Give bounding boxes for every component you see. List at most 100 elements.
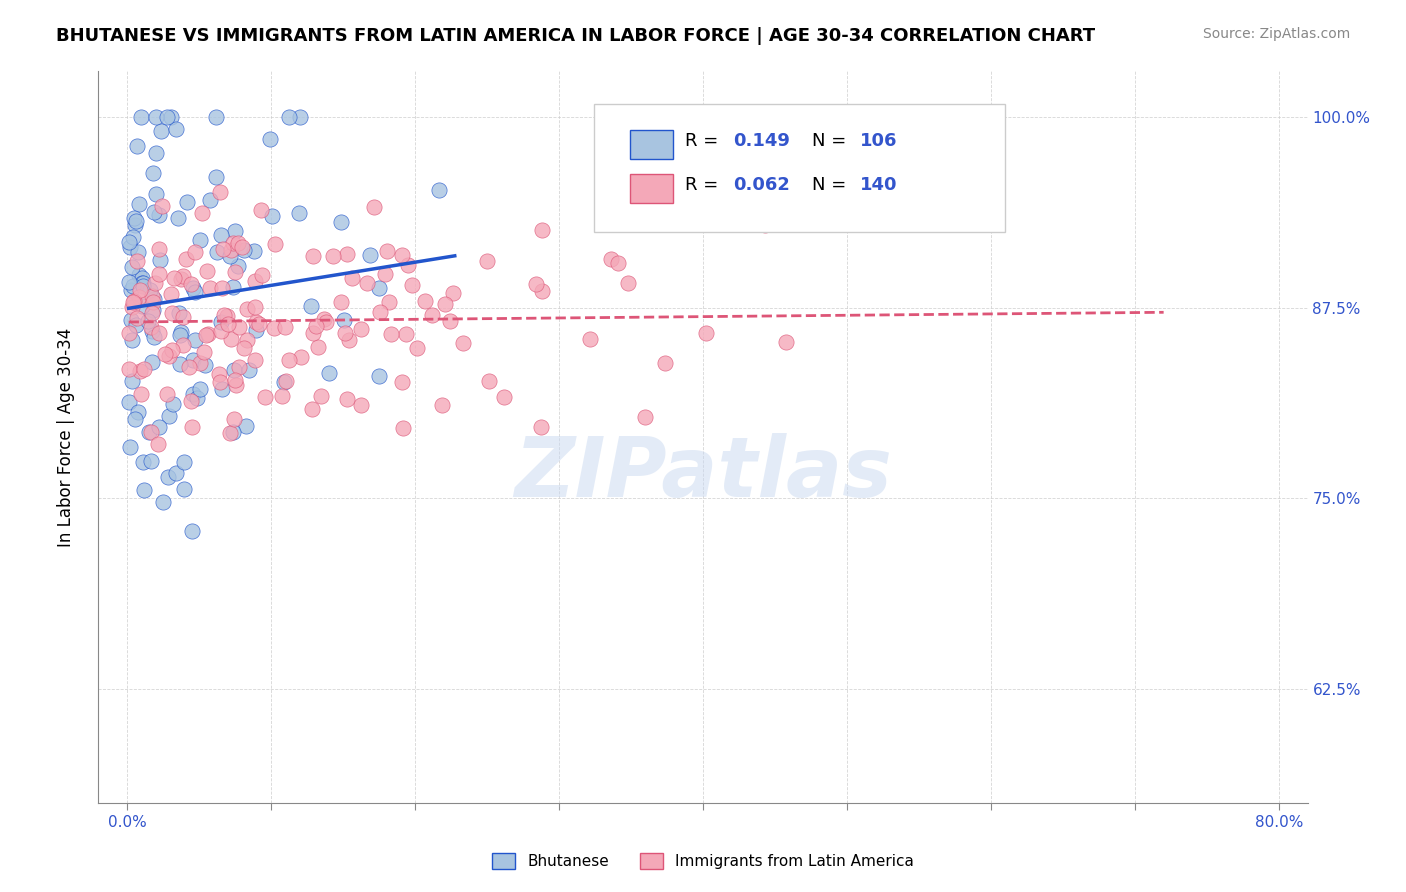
FancyBboxPatch shape <box>630 130 672 159</box>
Point <box>290 351 312 365</box>
Point <box>197 327 219 342</box>
Point <box>356 276 378 290</box>
Point <box>188 356 211 370</box>
Point <box>125 310 148 325</box>
Point <box>215 309 238 323</box>
Point <box>368 280 391 294</box>
Point <box>478 375 501 389</box>
Point <box>253 390 276 404</box>
Point <box>157 409 180 424</box>
Point <box>122 211 145 226</box>
Point <box>121 300 143 314</box>
Point <box>125 213 148 227</box>
Point <box>142 295 165 310</box>
Point <box>247 317 270 331</box>
Point <box>143 204 166 219</box>
Point <box>124 412 146 426</box>
Text: ZIPatlas: ZIPatlas <box>515 434 891 514</box>
Point <box>259 131 281 145</box>
Point <box>193 345 215 359</box>
Point <box>204 110 226 124</box>
Point <box>226 235 249 250</box>
Point <box>212 243 235 257</box>
Point <box>305 318 328 333</box>
Point <box>191 206 214 220</box>
Point <box>398 258 420 272</box>
Point <box>530 223 553 237</box>
Y-axis label: In Labor Force | Age 30-34: In Labor Force | Age 30-34 <box>56 327 75 547</box>
Text: R =: R = <box>685 132 724 150</box>
Point <box>127 405 149 419</box>
Point <box>194 358 217 372</box>
Point <box>128 290 150 304</box>
Point <box>180 524 202 539</box>
FancyBboxPatch shape <box>630 174 672 203</box>
Point <box>181 420 204 434</box>
Point <box>330 215 353 229</box>
Point <box>149 253 172 268</box>
Point <box>209 324 232 338</box>
Point <box>169 328 191 343</box>
Point <box>377 244 399 258</box>
Point <box>430 398 453 412</box>
Point <box>174 252 197 267</box>
Point <box>141 289 163 303</box>
Point <box>156 387 179 401</box>
Point <box>141 425 163 439</box>
Point <box>236 301 259 316</box>
Point <box>125 318 148 332</box>
Point <box>172 338 194 352</box>
Point <box>125 139 148 153</box>
Point <box>599 252 621 266</box>
Point <box>391 421 413 435</box>
Point <box>477 253 499 268</box>
Point <box>235 419 257 434</box>
Point <box>120 313 142 327</box>
Point <box>128 268 150 282</box>
Point <box>260 209 283 223</box>
Point <box>607 256 630 270</box>
Point <box>125 253 148 268</box>
Point <box>299 299 322 313</box>
Point <box>173 455 195 469</box>
Point <box>441 285 464 300</box>
Point <box>288 110 311 124</box>
Point <box>232 243 254 257</box>
Point <box>118 240 141 254</box>
Point <box>186 391 208 405</box>
Point <box>274 320 297 334</box>
Point <box>121 230 143 244</box>
Point <box>188 233 211 247</box>
Point <box>152 495 174 509</box>
Point <box>307 340 329 354</box>
Point <box>336 392 359 406</box>
Text: R =: R = <box>685 176 724 194</box>
Point <box>263 320 285 334</box>
Point <box>188 382 211 396</box>
Point <box>337 333 360 347</box>
Point <box>132 362 155 376</box>
Point <box>212 308 235 322</box>
Text: N =: N = <box>811 176 852 194</box>
Point <box>391 375 413 389</box>
Point <box>118 276 141 290</box>
Point <box>494 391 516 405</box>
Point <box>131 299 153 313</box>
Point <box>427 183 450 197</box>
Point <box>264 237 287 252</box>
Point <box>165 122 187 136</box>
Point <box>222 280 245 294</box>
Point <box>167 211 190 225</box>
Point <box>180 277 202 291</box>
Point <box>231 240 253 254</box>
Point <box>198 193 221 207</box>
Point <box>183 281 205 295</box>
Point <box>141 355 163 369</box>
Point <box>118 362 141 376</box>
Point <box>342 270 364 285</box>
Point <box>138 425 160 439</box>
Point <box>329 295 352 310</box>
Point <box>226 260 249 274</box>
Point <box>531 285 554 299</box>
Point <box>221 244 243 258</box>
